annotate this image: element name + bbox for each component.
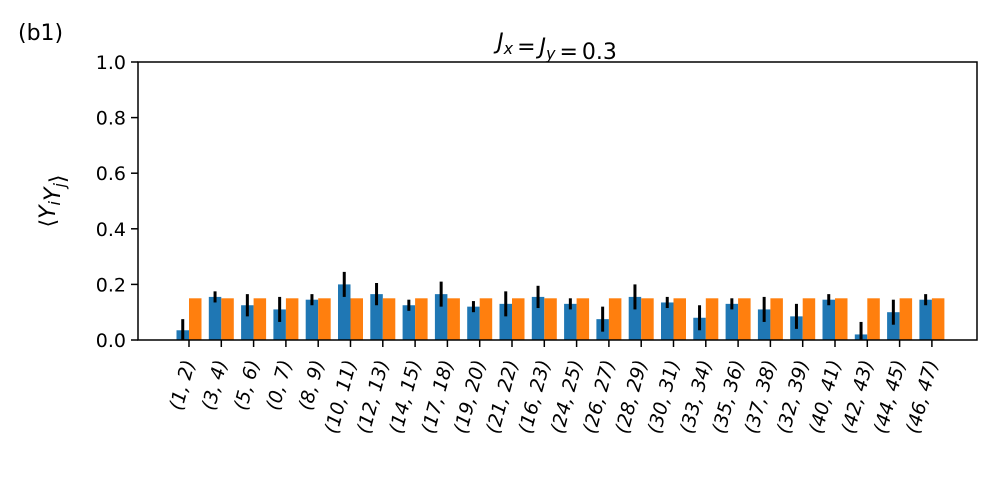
chart-title: Jx = Jy = 0.3 <box>493 30 617 65</box>
x-tick-label: (5, 6) <box>230 358 264 413</box>
bar-series-2 <box>608 298 622 340</box>
bar-series-1 <box>402 305 416 340</box>
bar-series-2 <box>189 298 202 340</box>
bar-series-1 <box>564 303 577 340</box>
plot-frame <box>137 61 978 341</box>
x-tick-label: (0, 7) <box>262 358 296 413</box>
bar-series-2 <box>479 298 493 340</box>
bar-series-2 <box>253 298 267 340</box>
x-tick-label: (3, 4) <box>198 358 232 413</box>
x-axis: (1, 2)(3, 4)(5, 6)(0, 7)(8, 9)(10, 11)(1… <box>165 340 943 436</box>
bar-series-1 <box>661 302 674 340</box>
bar-series-1 <box>628 296 642 340</box>
error-bars-layer <box>181 271 928 340</box>
bar-series-1 <box>757 309 771 340</box>
bar-series-1 <box>370 294 383 340</box>
bar-series-1 <box>887 312 900 340</box>
bar-series-1 <box>305 299 319 340</box>
bar-series-2 <box>835 298 848 340</box>
y-tick-label: 0.2 <box>96 274 126 296</box>
x-tick-label: (8, 9) <box>295 358 329 413</box>
bar-series-2 <box>318 298 331 340</box>
panel-label: (b1) <box>18 21 63 46</box>
bar-series-2 <box>931 298 945 340</box>
bar-series-1 <box>919 299 932 340</box>
bar-series-2 <box>738 298 751 340</box>
y-tick-label: 0.8 <box>96 108 126 130</box>
bar-series-2 <box>221 298 234 340</box>
bar-series-2 <box>802 298 816 340</box>
bar-series-1 <box>499 303 512 340</box>
y-tick-label: 0.4 <box>96 219 126 241</box>
bar-series-2 <box>544 298 557 340</box>
bar-series-2 <box>285 298 299 340</box>
bar-series-2 <box>867 298 880 340</box>
bar-series-2 <box>641 298 654 340</box>
bars-layer <box>176 284 945 340</box>
bar-series-2 <box>447 298 460 340</box>
bar-series-2 <box>673 298 686 340</box>
bar-series-1 <box>338 284 351 340</box>
bar-series-1 <box>725 303 739 340</box>
y-tick-label: 0.6 <box>96 163 126 185</box>
bar-series-1 <box>434 294 448 340</box>
y-tick-label: 0.0 <box>96 330 126 352</box>
bar-series-1 <box>467 306 480 340</box>
bar-series-1 <box>208 296 222 340</box>
y-axis-label: ⟨YiYj⟩ <box>36 175 71 228</box>
bar-series-2 <box>382 298 396 340</box>
bar-series-1 <box>822 299 835 340</box>
bar-series-2 <box>350 298 363 340</box>
bar-series-2 <box>770 298 783 340</box>
y-axis: 0.0 0.2 0.4 0.6 0.8 1.0 <box>96 52 138 352</box>
bar-series-2 <box>899 298 913 340</box>
bar-series-2 <box>576 298 590 340</box>
bar-series-1 <box>273 309 286 340</box>
x-tick-label: (1, 2) <box>165 358 199 413</box>
bar-series-2 <box>512 298 525 340</box>
bar-series-2 <box>705 298 719 340</box>
bar-series-2 <box>415 298 428 340</box>
bar-series-1 <box>531 296 545 340</box>
bar-series-1 <box>241 305 254 340</box>
y-tick-label: 1.0 <box>96 52 126 74</box>
